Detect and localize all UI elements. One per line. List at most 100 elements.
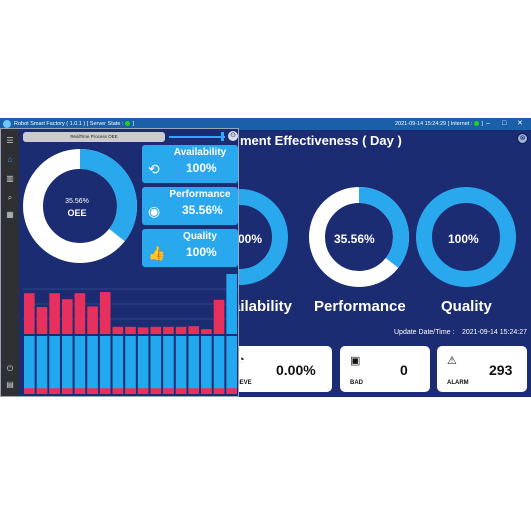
quality-stat: Quality 👍 100%: [142, 229, 238, 267]
quality-ring-label: Quality: [441, 298, 492, 315]
search-icon[interactable]: ⌕: [7, 193, 13, 202]
performance-stat: Performance ◉ 35.56%: [142, 187, 238, 225]
title-bar: Robot Smart Factory ( 1.0.1 ) [ Server S…: [0, 118, 531, 130]
oee-bar: [163, 326, 174, 334]
oee-bar: [112, 326, 124, 334]
bad-card: ▣ 0 BAD: [340, 346, 430, 392]
availability-stat-title: Availability: [173, 147, 227, 158]
minimize-button[interactable]: –: [486, 120, 490, 127]
status-bar-bottom: [163, 388, 174, 394]
overlay-sidebar: ☰ ⌂ ▥ ⌕ ▦ ⏻ ▤: [1, 129, 19, 396]
thumbs-up-icon: 👍: [148, 245, 166, 261]
status-bar-bottom: [175, 388, 187, 394]
window-title: Robot Smart Factory ( 1.0.1 ): [14, 121, 86, 127]
close-icon[interactable]: ⊗: [517, 133, 528, 144]
server-state-label: [ Server State :: [86, 121, 124, 127]
achieve-card: ◔ 0.00% IEVE: [222, 346, 332, 392]
oee-bar: [137, 327, 149, 334]
quality-stat-value: 100%: [186, 245, 217, 259]
close-window-button[interactable]: ✕: [517, 120, 523, 127]
status-bar-bottom: [36, 388, 48, 394]
menu-icon[interactable]: ☰: [6, 136, 14, 145]
zoom-slider-knob[interactable]: [221, 132, 224, 141]
quality-ring-fill: [416, 187, 516, 287]
status-bar-top: [150, 336, 162, 394]
oee-bar: [49, 293, 60, 334]
update-label: Update Date/Time :: [394, 329, 455, 336]
status-bar-top: [188, 336, 200, 394]
gauge-icon: ◉: [148, 203, 161, 219]
power-icon[interactable]: ⏻: [6, 364, 14, 373]
update-value: 2021-09-14 15:24:27: [462, 329, 527, 336]
status-bar-bottom: [125, 388, 136, 394]
oee-bar: [87, 306, 98, 334]
header-datetime: 2021-09-14 15:24:29: [395, 121, 447, 127]
status-bar-bottom: [49, 388, 60, 394]
performance-ring-fill: [309, 187, 409, 287]
status-bar-bottom: [99, 388, 111, 394]
status-bar-bottom: [137, 388, 149, 394]
status-bar-bottom: [112, 388, 124, 394]
performance-stat-value: 35.56%: [182, 203, 223, 217]
status-bar-top: [87, 336, 98, 394]
oee-bar: [201, 329, 212, 334]
realtime-process-bar[interactable]: RealTime Process OEE: [23, 132, 165, 142]
oee-bar: [36, 307, 48, 334]
oee-bar: [175, 326, 187, 334]
oee-bar: [61, 299, 73, 334]
pin-icon[interactable]: ⊙: [228, 131, 238, 141]
bad-value: 0: [400, 362, 408, 378]
status-bar-top: [61, 336, 73, 394]
status-bar-top: [74, 336, 86, 394]
status-bar-top: [49, 336, 60, 394]
availability-ring: [210, 189, 288, 285]
zoom-slider-track[interactable]: [169, 136, 225, 138]
home-icon[interactable]: ⌂: [7, 155, 13, 164]
quality-ring-value: 100%: [448, 232, 479, 246]
oee-ring-fill: [23, 149, 137, 263]
history-icon: ⟲: [148, 161, 160, 177]
status-bar-top: [226, 336, 237, 394]
status-bar-top: [175, 336, 187, 394]
bad-icon: ▣: [350, 355, 361, 367]
oee-bar: [24, 293, 35, 334]
oee-label: OEE: [67, 208, 87, 218]
status-bar-bottom: [74, 388, 86, 394]
status-bar-top: [125, 336, 136, 394]
status-bar-top: [163, 336, 174, 394]
bad-label: BAD: [350, 380, 363, 386]
status-bar-chart: [24, 336, 237, 394]
oee-bar: [150, 326, 162, 334]
oee-bar: [226, 274, 237, 334]
alarm-value: 293: [489, 362, 513, 378]
gauge-icon: ◔: [238, 354, 245, 366]
oee-ring: [23, 149, 137, 263]
app-logo-icon: [3, 120, 11, 128]
calendar-icon[interactable]: ▦: [6, 210, 14, 219]
alarm-icon: ⚠: [447, 355, 457, 367]
status-bar-top: [213, 336, 225, 394]
maximize-button[interactable]: □: [502, 120, 507, 127]
availability-ring-label: ailability: [232, 298, 293, 315]
status-bar-bottom: [150, 388, 162, 394]
oee-bar: [213, 299, 225, 334]
status-bar-bottom: [87, 388, 98, 394]
trash-icon[interactable]: ▤: [6, 380, 14, 389]
internet-label: [ Internet :: [447, 121, 473, 127]
availability-ring-value: 00%: [238, 232, 263, 246]
status-bar-top: [36, 336, 48, 394]
oee-bar: [188, 326, 200, 334]
performance-stat-title: Performance: [169, 189, 231, 200]
status-bar-bottom: [61, 388, 73, 394]
oee-bar: [99, 292, 111, 334]
status-bar-bottom: [226, 388, 237, 394]
achieve-value: 0.00%: [276, 362, 316, 378]
status-bar-bottom: [201, 388, 212, 394]
status-bar-top: [112, 336, 124, 394]
chart-icon[interactable]: ▥: [6, 174, 14, 183]
quality-stat-title: Quality: [183, 231, 217, 242]
oee-bar: [125, 326, 136, 334]
page-title: ment Effectiveness ( Day ): [240, 133, 402, 148]
status-bar-bottom: [24, 388, 35, 394]
availability-stat: Availability ⟲ 100%: [142, 145, 238, 183]
